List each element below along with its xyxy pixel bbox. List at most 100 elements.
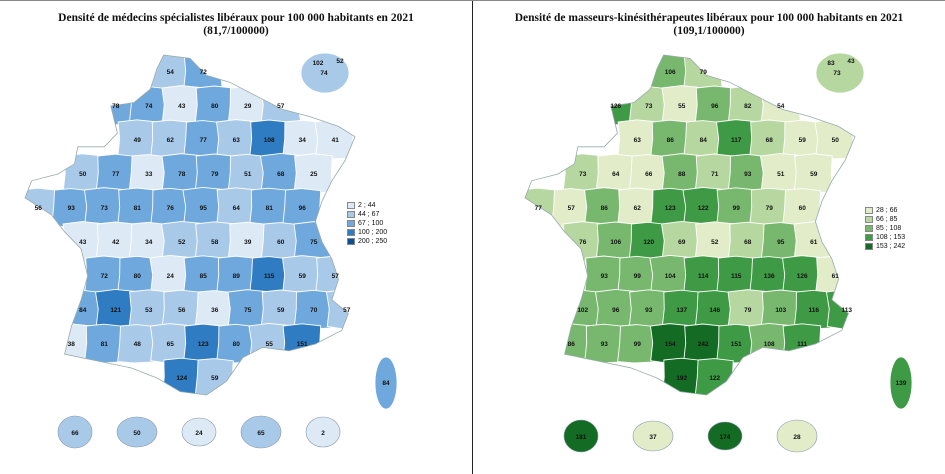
right-department-value: 99 (634, 341, 642, 348)
left-department-value: 81 (101, 341, 109, 348)
left-department-value: 81 (266, 205, 274, 212)
right-department-value: 104 (665, 273, 676, 280)
right-department-value: 122 (709, 375, 720, 382)
right-department-value: 146 (709, 307, 720, 314)
right-department-value: 120 (643, 239, 654, 246)
right-department-value: 84 (700, 137, 708, 144)
left-paris-inset-value: 52 (336, 58, 344, 65)
right-legend-item: 153 ; 242 (865, 242, 905, 251)
right-department-value: 116 (809, 307, 820, 314)
left-department-value: 57 (277, 103, 285, 110)
right-legend-item: 28 ; 66 (865, 206, 905, 215)
right-legend-label: 28 ; 66 (876, 207, 898, 214)
right-legend-swatch (865, 216, 873, 223)
left-department-value: 43 (178, 103, 186, 110)
right-department-value: 57 (568, 205, 576, 212)
left-corsica-value: 84 (382, 380, 390, 387)
left-overseas-territory (57, 415, 93, 449)
left-paris-inset (300, 52, 350, 94)
left-department-value: 49 (134, 137, 142, 144)
left-department-value: 78 (112, 103, 120, 110)
right-department-value: 62 (634, 205, 642, 212)
left-department-value: 85 (200, 273, 208, 280)
right-department-value: 51 (777, 171, 785, 178)
separator-line (472, 0, 473, 474)
left-paris-inset-value: 74 (320, 70, 328, 77)
left-department-value: 79 (211, 171, 219, 178)
left-department-value: 80 (211, 103, 219, 110)
left-france-outline (24, 54, 356, 396)
right-legend-label: 66 ; 85 (876, 216, 898, 223)
right-department (617, 324, 657, 364)
right-overseas-value: 181 (576, 434, 587, 441)
left-department-value: 68 (277, 171, 285, 178)
right-department-value: 122 (698, 205, 709, 212)
left-department-value: 81 (134, 205, 142, 212)
right-department-value: 93 (744, 171, 752, 178)
right-overseas-value: 28 (793, 434, 801, 441)
right-department-value: 79 (744, 307, 752, 314)
left-department (117, 324, 157, 364)
right-overseas-territory (776, 419, 818, 453)
left-department-value: 108 (264, 137, 275, 144)
right-department-value: 86 (601, 205, 609, 212)
right-department (793, 289, 833, 330)
right-map-title: Densité de masseurs-kinésithérapeutes li… (473, 12, 945, 38)
left-overseas-value: 66 (71, 430, 79, 437)
left-department-value: 77 (112, 171, 120, 178)
left-department-value: 64 (233, 205, 241, 212)
left-overseas-value: 24 (195, 430, 203, 437)
right-department-value: 106 (665, 69, 676, 76)
left-department-value: 84 (79, 307, 87, 314)
left-department-value: 72 (200, 69, 208, 76)
right-department-value: 68 (766, 137, 774, 144)
right-department-value: 96 (612, 307, 620, 314)
left-department-value: 95 (200, 205, 208, 212)
right-legend-swatch (865, 225, 873, 232)
right-overseas-value: 174 (720, 434, 731, 441)
right-department-value: 154 (665, 341, 676, 348)
right-department-value: 126 (797, 273, 808, 280)
right-department-value: 54 (777, 103, 785, 110)
right-department-value: 55 (678, 103, 686, 110)
right-legend-label: 108 ; 153 (876, 234, 906, 241)
left-department-value: 43 (79, 239, 87, 246)
left-overseas-territory (240, 415, 282, 449)
right-legend-swatch (865, 243, 873, 250)
left-department-value: 78 (178, 171, 186, 178)
left-department-value: 25 (310, 171, 318, 178)
right-department-value: 126 (610, 103, 621, 110)
left-legend-item: 200 ; 250 (347, 237, 387, 246)
right-corsica-value: 139 (896, 380, 907, 387)
right-department-value: 111 (797, 341, 808, 348)
left-department-value: 96 (299, 205, 307, 212)
right-department-value: 86 (568, 341, 576, 348)
left-department-value: 34 (145, 239, 153, 246)
top-border (0, 0, 945, 1)
right-department-value: 93 (645, 307, 653, 314)
left-department-value: 34 (299, 137, 307, 144)
left-department-value: 124 (176, 375, 187, 382)
left-department-value: 38 (68, 341, 76, 348)
right-legend-item: 85 ; 108 (865, 224, 905, 233)
left-department-value: 73 (101, 205, 109, 212)
right-department-value: 151 (731, 341, 742, 348)
left-department-value: 89 (233, 273, 241, 280)
right-department-value: 59 (810, 171, 818, 178)
left-corsica (374, 356, 398, 410)
left-map-title-line2: (81,7/100000) (203, 25, 269, 37)
right-paris-inset-value: 43 (847, 58, 855, 65)
right-department-value: 106 (610, 239, 621, 246)
left-department-value: 58 (211, 239, 219, 246)
right-department-value: 86 (667, 137, 675, 144)
left-legend-swatch (347, 238, 355, 245)
left-department-value: 36 (211, 307, 219, 314)
left-department-value: 39 (244, 239, 252, 246)
right-department-value: 82 (744, 103, 752, 110)
left-paris-inset-value: 102 (313, 60, 324, 67)
right-department-value: 50 (832, 137, 840, 144)
right-france-outline (524, 54, 856, 396)
right-overseas-value: 37 (649, 434, 657, 441)
left-department-value: 56 (178, 307, 186, 314)
right-department-value: 71 (711, 171, 719, 178)
